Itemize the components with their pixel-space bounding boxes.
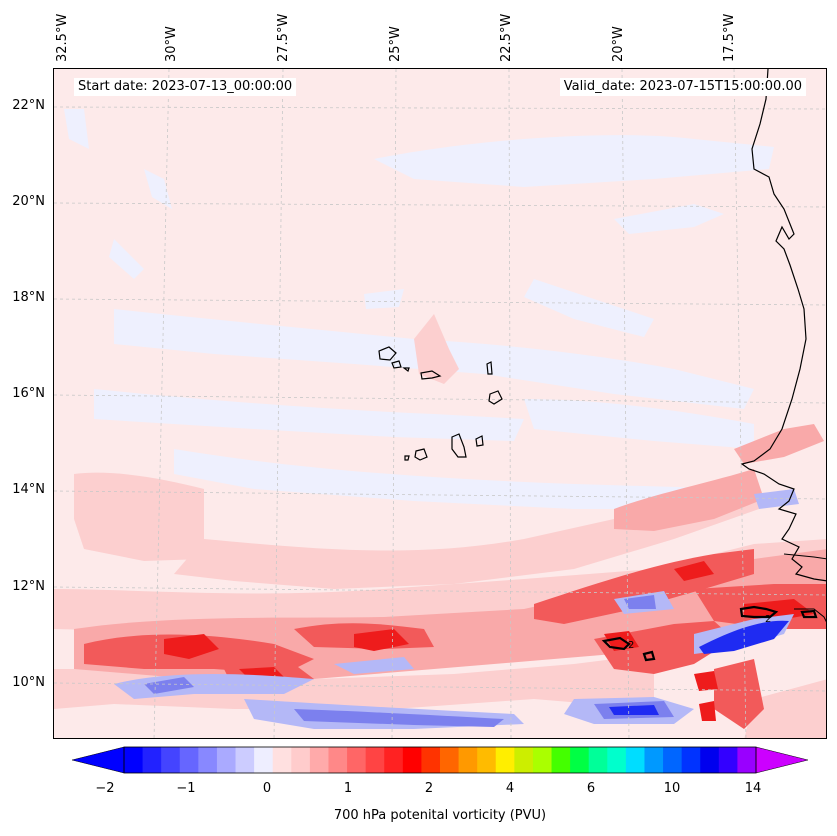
pv-field-map: 2 2 xyxy=(54,69,826,738)
coast-fragment xyxy=(783,553,826,560)
colorbar-extend-low xyxy=(72,746,125,774)
colorbar-swatch xyxy=(384,747,404,773)
colorbar-extend-high xyxy=(755,746,808,774)
island-santiago xyxy=(451,433,467,458)
island-maio xyxy=(475,435,484,447)
colorbar-swatch xyxy=(663,747,683,773)
colorbar-swatch xyxy=(644,747,664,773)
island-santo-antao xyxy=(378,346,397,361)
colorbar-swatch xyxy=(514,747,534,773)
colorbar-swatch xyxy=(718,747,738,773)
colorbar-swatch xyxy=(309,747,329,773)
colorbar-swatch xyxy=(570,747,590,773)
colorbar-swatch xyxy=(179,747,199,773)
pv-contour-2 xyxy=(601,605,818,662)
colorbar-swatch xyxy=(440,747,460,773)
colorbar-swatch xyxy=(532,747,553,773)
colorbar-tick-label: 0 xyxy=(262,781,272,796)
colorbar-tick-label: 2 xyxy=(424,781,434,796)
colorbar-swatch xyxy=(681,747,701,773)
contour-label-2: 2 xyxy=(765,614,771,625)
colorbar-swatch xyxy=(458,747,478,773)
lat-label-20n: 20°N xyxy=(12,194,45,209)
colorbar-tick-label: −1 xyxy=(176,781,196,796)
colorbar-tick-label: 14 xyxy=(744,781,762,796)
colorbar-title: 700 hPa potenital vorticity (PVU) xyxy=(333,808,547,823)
colorbar-swatch xyxy=(254,747,274,773)
colorbar-swatch xyxy=(142,747,162,773)
colorbar-swatch xyxy=(737,747,757,773)
contour-label: 2 xyxy=(628,640,634,651)
colorbar-swatch xyxy=(347,747,367,773)
colorbar-swatch xyxy=(607,747,627,773)
colorbar-swatch xyxy=(551,747,571,773)
valid-date-label: Valid_date: 2023-07-15T15:00:00.00 xyxy=(559,78,806,96)
colorbar-swatch xyxy=(365,747,385,773)
africa-coastline xyxy=(740,69,826,582)
colorbar-swatch xyxy=(421,747,441,773)
colorbar-swatch xyxy=(272,747,292,773)
colorbar-swatch xyxy=(124,747,144,773)
island-brava xyxy=(404,455,410,461)
colorbar-border xyxy=(123,746,757,774)
start-date-label: Start date: 2023-07-13_00:00:00 xyxy=(74,78,297,96)
island-boa-vista xyxy=(488,390,503,405)
colorbar-tick-label: 1 xyxy=(343,781,353,796)
colorbar-swatch xyxy=(198,747,218,773)
colorbar-swatch xyxy=(588,747,608,773)
lat-label-22n: 22°N xyxy=(12,98,45,113)
colorbar-swatch xyxy=(402,747,422,773)
graticule xyxy=(54,69,826,738)
colorbar-tick-label: 4 xyxy=(505,781,515,796)
colorbar-swatch xyxy=(216,747,237,773)
lon-label-22-5w: 22.5°W xyxy=(499,13,514,62)
lat-label-16n: 16°N xyxy=(12,386,45,401)
lon-label-32-5w: 32.5°W xyxy=(55,13,70,62)
map-panel[interactable]: 2 2 Start date: 2023-07-13_00:00:00 Vali… xyxy=(53,68,827,739)
colorbar-swatch xyxy=(625,747,645,773)
lat-label-12n: 12°N xyxy=(12,579,45,594)
colorbar-swatches xyxy=(124,747,757,773)
island-santa-luzia xyxy=(402,367,410,372)
lon-label-25w: 25°W xyxy=(388,26,403,62)
colorbar-tick-label: 6 xyxy=(586,781,596,796)
coast-fragment-2 xyxy=(794,608,826,623)
colorbar-tick-label: 10 xyxy=(663,781,681,796)
colorbar-tick-label: −2 xyxy=(95,781,115,796)
colorbar xyxy=(72,746,808,774)
lat-label-18n: 18°N xyxy=(12,290,45,305)
island-sao-nicolau xyxy=(420,370,442,380)
colorbar-swatch xyxy=(235,747,255,773)
peak-negative-pv-regions xyxy=(609,620,789,715)
colorbar-swatch xyxy=(495,747,515,773)
lon-label-17-5w: 17.5°W xyxy=(722,13,737,62)
lon-label-20w: 20°W xyxy=(611,26,626,62)
colorbar-swatch xyxy=(477,747,497,773)
lon-label-27-5w: 27.5°W xyxy=(276,13,291,62)
lat-label-10n: 10°N xyxy=(12,675,45,690)
colorbar-swatch xyxy=(328,747,348,773)
lat-label-14n: 14°N xyxy=(12,482,45,497)
island-sal xyxy=(486,361,493,375)
island-fogo xyxy=(414,448,428,461)
island-sao-vicente xyxy=(391,360,402,369)
colorbar-swatch xyxy=(700,747,720,773)
lon-label-30w: 30°W xyxy=(164,26,179,62)
colorbar-swatch xyxy=(161,747,181,773)
colorbar-swatch xyxy=(291,747,311,773)
cape-verde-islands xyxy=(378,346,503,461)
